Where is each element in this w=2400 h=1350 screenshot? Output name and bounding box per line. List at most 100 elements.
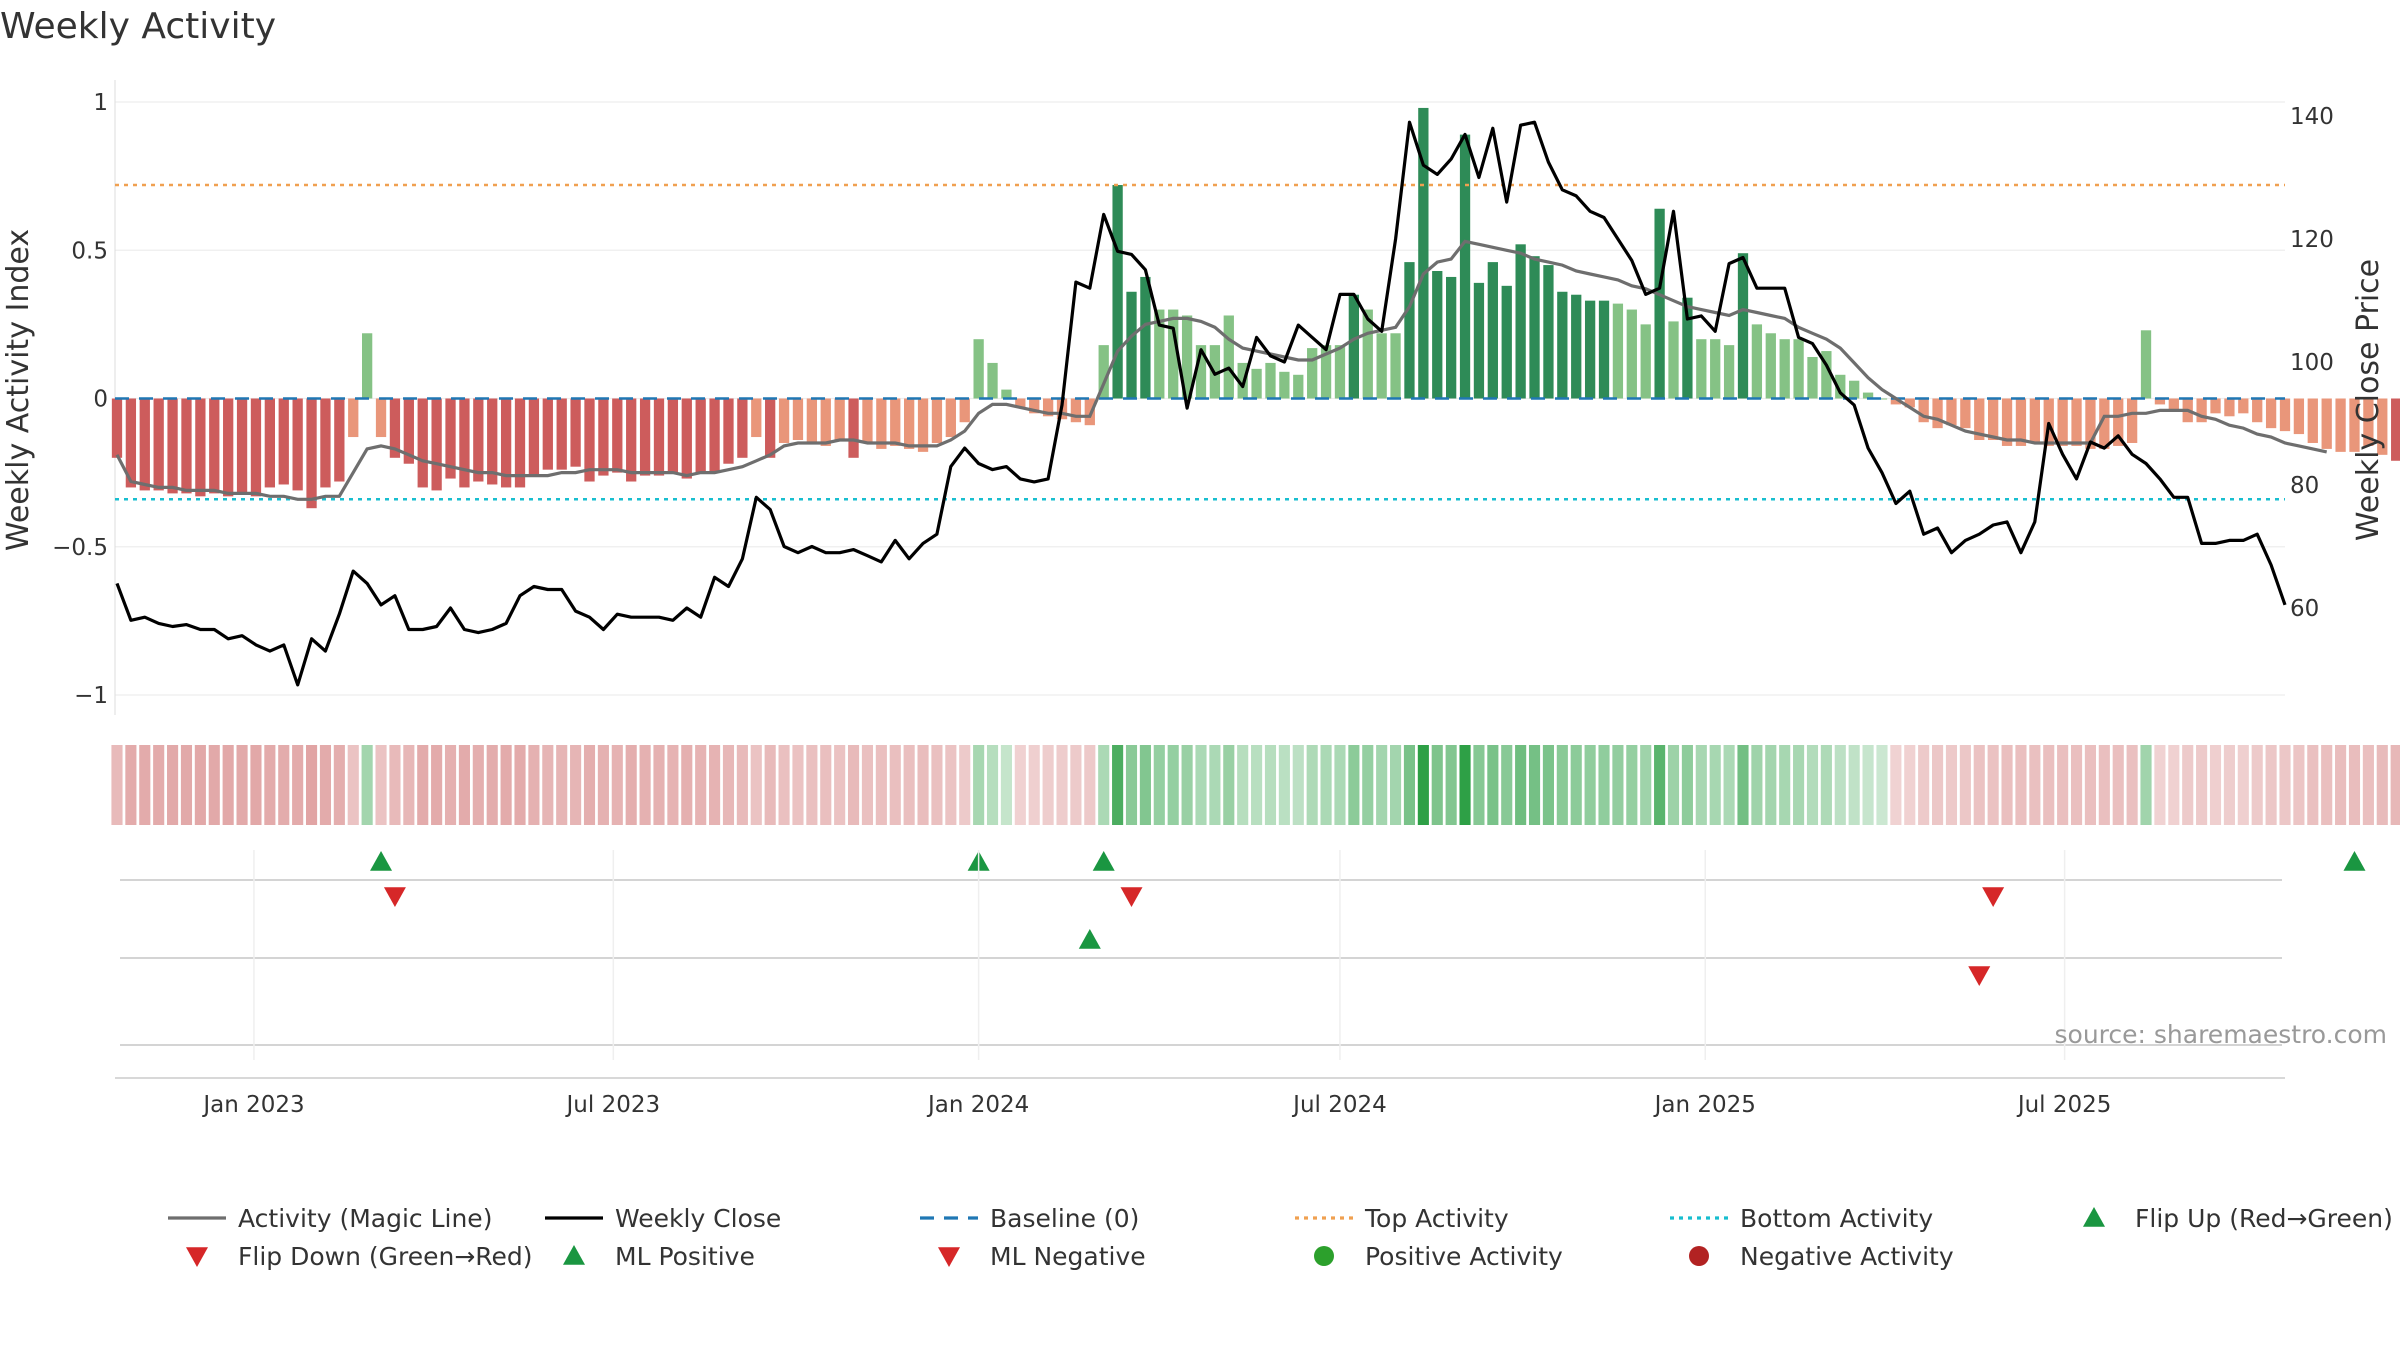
flip-up-marker [1092,851,1115,871]
activity-bar [1390,333,1401,399]
heat-cell [1334,745,1346,825]
heat-cell [194,745,206,825]
heat-cell [847,745,860,825]
legend-label: Weekly Close [615,1204,781,1233]
activity-bar [348,398,359,438]
heat-cell [1264,745,1277,825]
activity-bar [1765,333,1776,399]
activity-bar [2307,398,2318,443]
heat-cell [556,745,568,825]
heat-cell [319,745,332,825]
heat-cell [1056,745,1068,825]
activity-bar [1293,374,1304,399]
y2-axis-label: Weekly Close Price [2351,259,2386,541]
y-tick-label: 1 [93,90,108,116]
heat-cell [1598,745,1610,825]
heat-cell [1417,745,1429,825]
activity-bar [2335,398,2346,452]
activity-bar [1029,398,1040,414]
heat-cell [695,745,707,825]
heat-cell [2321,745,2333,825]
heat-cell [945,745,957,825]
heat-cell [2182,745,2194,825]
heat-cell [2265,745,2277,825]
signal-markers [115,851,2366,1079]
heat-cell [139,745,151,825]
activity-bar [1265,362,1276,399]
heat-cell [250,745,262,825]
heat-cell [722,745,735,825]
heat-cell [2029,745,2041,825]
heat-cell [1501,745,1513,825]
y2-axis-ticks: 140 120 100 80 60 [2290,104,2334,622]
legend-item: ML Negative [938,1242,1146,1271]
heat-cell [1237,745,1249,825]
activity-bar [570,398,581,467]
heat-cell [750,745,762,825]
weekly-close-series [115,120,2287,687]
heat-cell [1306,745,1318,825]
heat-cell [444,745,457,825]
activity-bar [2001,398,2013,446]
activity-bar [1904,398,1915,408]
heat-cell [2307,745,2319,825]
y2-tick-label: 120 [2290,227,2334,253]
heat-cell [514,745,526,825]
heat-cell [431,745,443,825]
heat-cell [389,745,401,825]
heat-cell [486,745,498,825]
activity-bar [1070,398,1082,423]
heat-cell [1445,745,1457,825]
legend-label: Positive Activity [1365,1242,1563,1271]
heat-cell [2015,745,2027,825]
heat-cell [375,745,387,825]
activity-bar [2252,398,2263,423]
activity-bar [139,398,150,491]
heat-cell [417,745,429,825]
heat-cell [1084,745,1096,825]
heat-cell [1153,745,1165,825]
heat-cell [1515,745,1527,825]
activity-bar [250,398,262,497]
activity-bar [834,398,845,441]
activity-bar [292,398,303,491]
activity-bar [862,398,873,443]
activity-bar [2279,398,2291,432]
heat-cell [736,745,748,825]
heat-cell [778,745,790,825]
heat-cell [180,745,193,825]
activity-bar [223,398,234,497]
heat-cell [1945,745,1958,825]
activity-bar [1459,134,1471,399]
heat-cell [820,745,832,825]
heat-cell [1737,745,1749,825]
heat-cell [2279,745,2291,825]
activity-bar [1168,309,1179,399]
heat-cell [583,745,596,825]
heat-cell [264,745,276,825]
activity-bar [959,398,970,423]
flip-up-marker [370,851,393,871]
legend-item: Flip Down (Green→Red) [186,1242,533,1271]
heat-cell [889,745,901,825]
activity-bar [1960,398,1971,429]
heat-cell [1695,745,1707,825]
heat-cell [167,745,179,825]
magic-line-series [115,239,2328,501]
heat-cell [1070,745,1082,825]
activity-bar [2154,398,2166,405]
activity-bar [1543,265,1554,399]
heat-cell [403,745,415,825]
heat-cell [1709,745,1721,825]
activity-bar [2126,398,2138,443]
activity-bar [1376,333,1387,399]
heat-cell [834,745,846,825]
legend-swatch-triangle [938,1247,960,1267]
heat-cell [125,745,137,825]
activity-bar [1126,291,1137,399]
heat-cell [1667,745,1680,825]
heat-cell [1640,745,1652,825]
heat-cell [875,745,887,825]
activity-bar [1362,309,1373,399]
activity-bar [2238,398,2249,414]
